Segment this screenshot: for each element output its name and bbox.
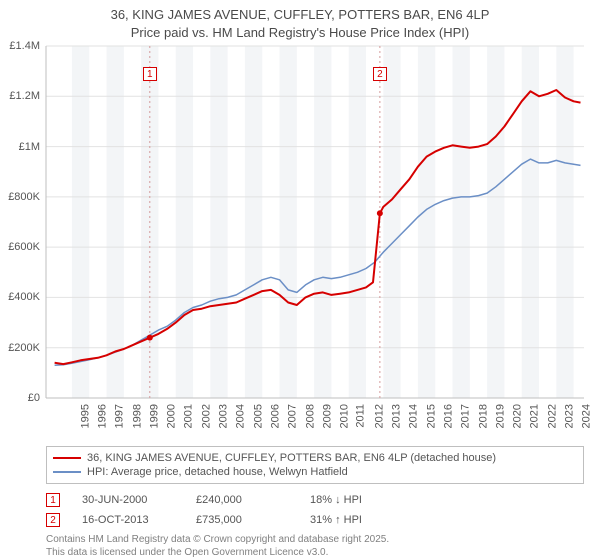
year-stripe xyxy=(418,46,435,398)
x-tick-label: 2003 xyxy=(218,404,230,428)
year-stripe xyxy=(107,46,124,398)
year-stripe xyxy=(176,46,193,398)
x-tick-label: 1996 xyxy=(96,404,108,428)
x-tick-label: 2022 xyxy=(546,404,558,428)
title-line-2: Price paid vs. HM Land Registry's House … xyxy=(0,24,600,42)
sale-delta: 31% ↑ HPI xyxy=(310,514,402,526)
x-tick-label: 2001 xyxy=(183,404,195,428)
sale-date: 16-OCT-2013 xyxy=(82,514,174,526)
legend-swatch xyxy=(53,457,81,459)
x-tick-label: 2007 xyxy=(287,404,299,428)
x-tick-label: 2014 xyxy=(408,404,420,428)
x-tick-label: 2005 xyxy=(252,404,264,428)
year-stripe xyxy=(556,46,573,398)
sale-marker-badge: 1 xyxy=(46,493,60,507)
x-tick-label: 1997 xyxy=(114,404,126,428)
plot-area: 12 xyxy=(46,46,584,398)
x-tick-label: 2006 xyxy=(269,404,281,428)
x-tick-label: 2013 xyxy=(391,404,403,428)
x-tick-label: 1995 xyxy=(79,404,91,428)
sale-marker-badge: 2 xyxy=(46,513,60,527)
sale-delta: 18% ↓ HPI xyxy=(310,494,402,506)
sales-table: 1 30-JUN-2000 £240,000 18% ↓ HPI 2 16-OCT-201… xyxy=(46,490,584,530)
x-tick-label: 2024 xyxy=(581,404,593,428)
chart-title: 36, KING JAMES AVENUE, CUFFLEY, POTTERS … xyxy=(0,0,600,41)
x-tick-label: 2010 xyxy=(339,404,351,428)
y-tick-label: £1.4M xyxy=(9,40,40,52)
y-tick-label: £200K xyxy=(8,342,40,354)
x-tick-label: 2012 xyxy=(373,404,385,428)
year-stripe xyxy=(453,46,470,398)
legend-label: 36, KING JAMES AVENUE, CUFFLEY, POTTERS … xyxy=(87,452,496,464)
sale-marker-annotation: 1 xyxy=(143,67,157,81)
y-tick-label: £400K xyxy=(8,291,40,303)
x-tick-label: 1998 xyxy=(131,404,143,428)
sale-price: £735,000 xyxy=(196,514,288,526)
legend-swatch xyxy=(53,471,81,473)
footer-attribution: Contains HM Land Registry data © Crown c… xyxy=(46,534,584,559)
year-stripe xyxy=(72,46,89,398)
y-tick-label: £800K xyxy=(8,191,40,203)
title-line-1: 36, KING JAMES AVENUE, CUFFLEY, POTTERS … xyxy=(0,6,600,24)
x-tick-label: 2000 xyxy=(166,404,178,428)
year-stripe xyxy=(210,46,227,398)
legend-label: HPI: Average price, detached house, Welw… xyxy=(87,466,348,478)
y-tick-label: £600K xyxy=(8,241,40,253)
chart-svg xyxy=(46,46,584,398)
x-tick-label: 2020 xyxy=(512,404,524,428)
legend-row: HPI: Average price, detached house, Welw… xyxy=(53,465,577,479)
x-tick-label: 2004 xyxy=(235,404,247,428)
x-tick-label: 2023 xyxy=(564,404,576,428)
y-tick-label: £0 xyxy=(28,392,40,404)
sale-dot xyxy=(377,210,383,216)
x-tick-label: 2011 xyxy=(355,404,367,428)
year-stripe xyxy=(314,46,331,398)
chart-container: 36, KING JAMES AVENUE, CUFFLEY, POTTERS … xyxy=(0,0,600,560)
footer-line-2: This data is licensed under the Open Gov… xyxy=(46,547,584,560)
x-tick-label: 2009 xyxy=(321,404,333,428)
x-tick-label: 2008 xyxy=(304,404,316,428)
x-tick-label: 2016 xyxy=(442,404,454,428)
y-tick-label: £1.2M xyxy=(9,90,40,102)
sale-row: 2 16-OCT-2013 £735,000 31% ↑ HPI xyxy=(46,510,584,530)
year-stripe xyxy=(383,46,400,398)
sale-row: 1 30-JUN-2000 £240,000 18% ↓ HPI xyxy=(46,490,584,510)
x-tick-label: 1999 xyxy=(148,404,160,428)
sale-dot xyxy=(147,335,153,341)
sale-date: 30-JUN-2000 xyxy=(82,494,174,506)
y-axis: £0£200K£400K£600K£800K£1M£1.2M£1.4M xyxy=(0,46,46,398)
x-tick-label: 2017 xyxy=(460,404,472,428)
x-axis: 1995 1996 1997 1998 1999 2000 2001 2002 2003 2004… xyxy=(46,398,584,442)
year-stripe xyxy=(280,46,297,398)
x-tick-label: 2019 xyxy=(494,404,506,428)
year-stripe xyxy=(245,46,262,398)
sale-marker-annotation: 2 xyxy=(373,67,387,81)
x-tick-label: 2002 xyxy=(200,404,212,428)
x-tick-label: 2015 xyxy=(425,404,437,428)
x-tick-label: 2018 xyxy=(477,404,489,428)
year-stripe xyxy=(487,46,504,398)
year-stripe xyxy=(349,46,366,398)
x-tick-label: 2021 xyxy=(529,404,541,428)
y-tick-label: £1M xyxy=(19,141,40,153)
footer-line-1: Contains HM Land Registry data © Crown c… xyxy=(46,534,584,547)
sale-price: £240,000 xyxy=(196,494,288,506)
legend: 36, KING JAMES AVENUE, CUFFLEY, POTTERS … xyxy=(46,446,584,484)
legend-row: 36, KING JAMES AVENUE, CUFFLEY, POTTERS … xyxy=(53,451,577,465)
